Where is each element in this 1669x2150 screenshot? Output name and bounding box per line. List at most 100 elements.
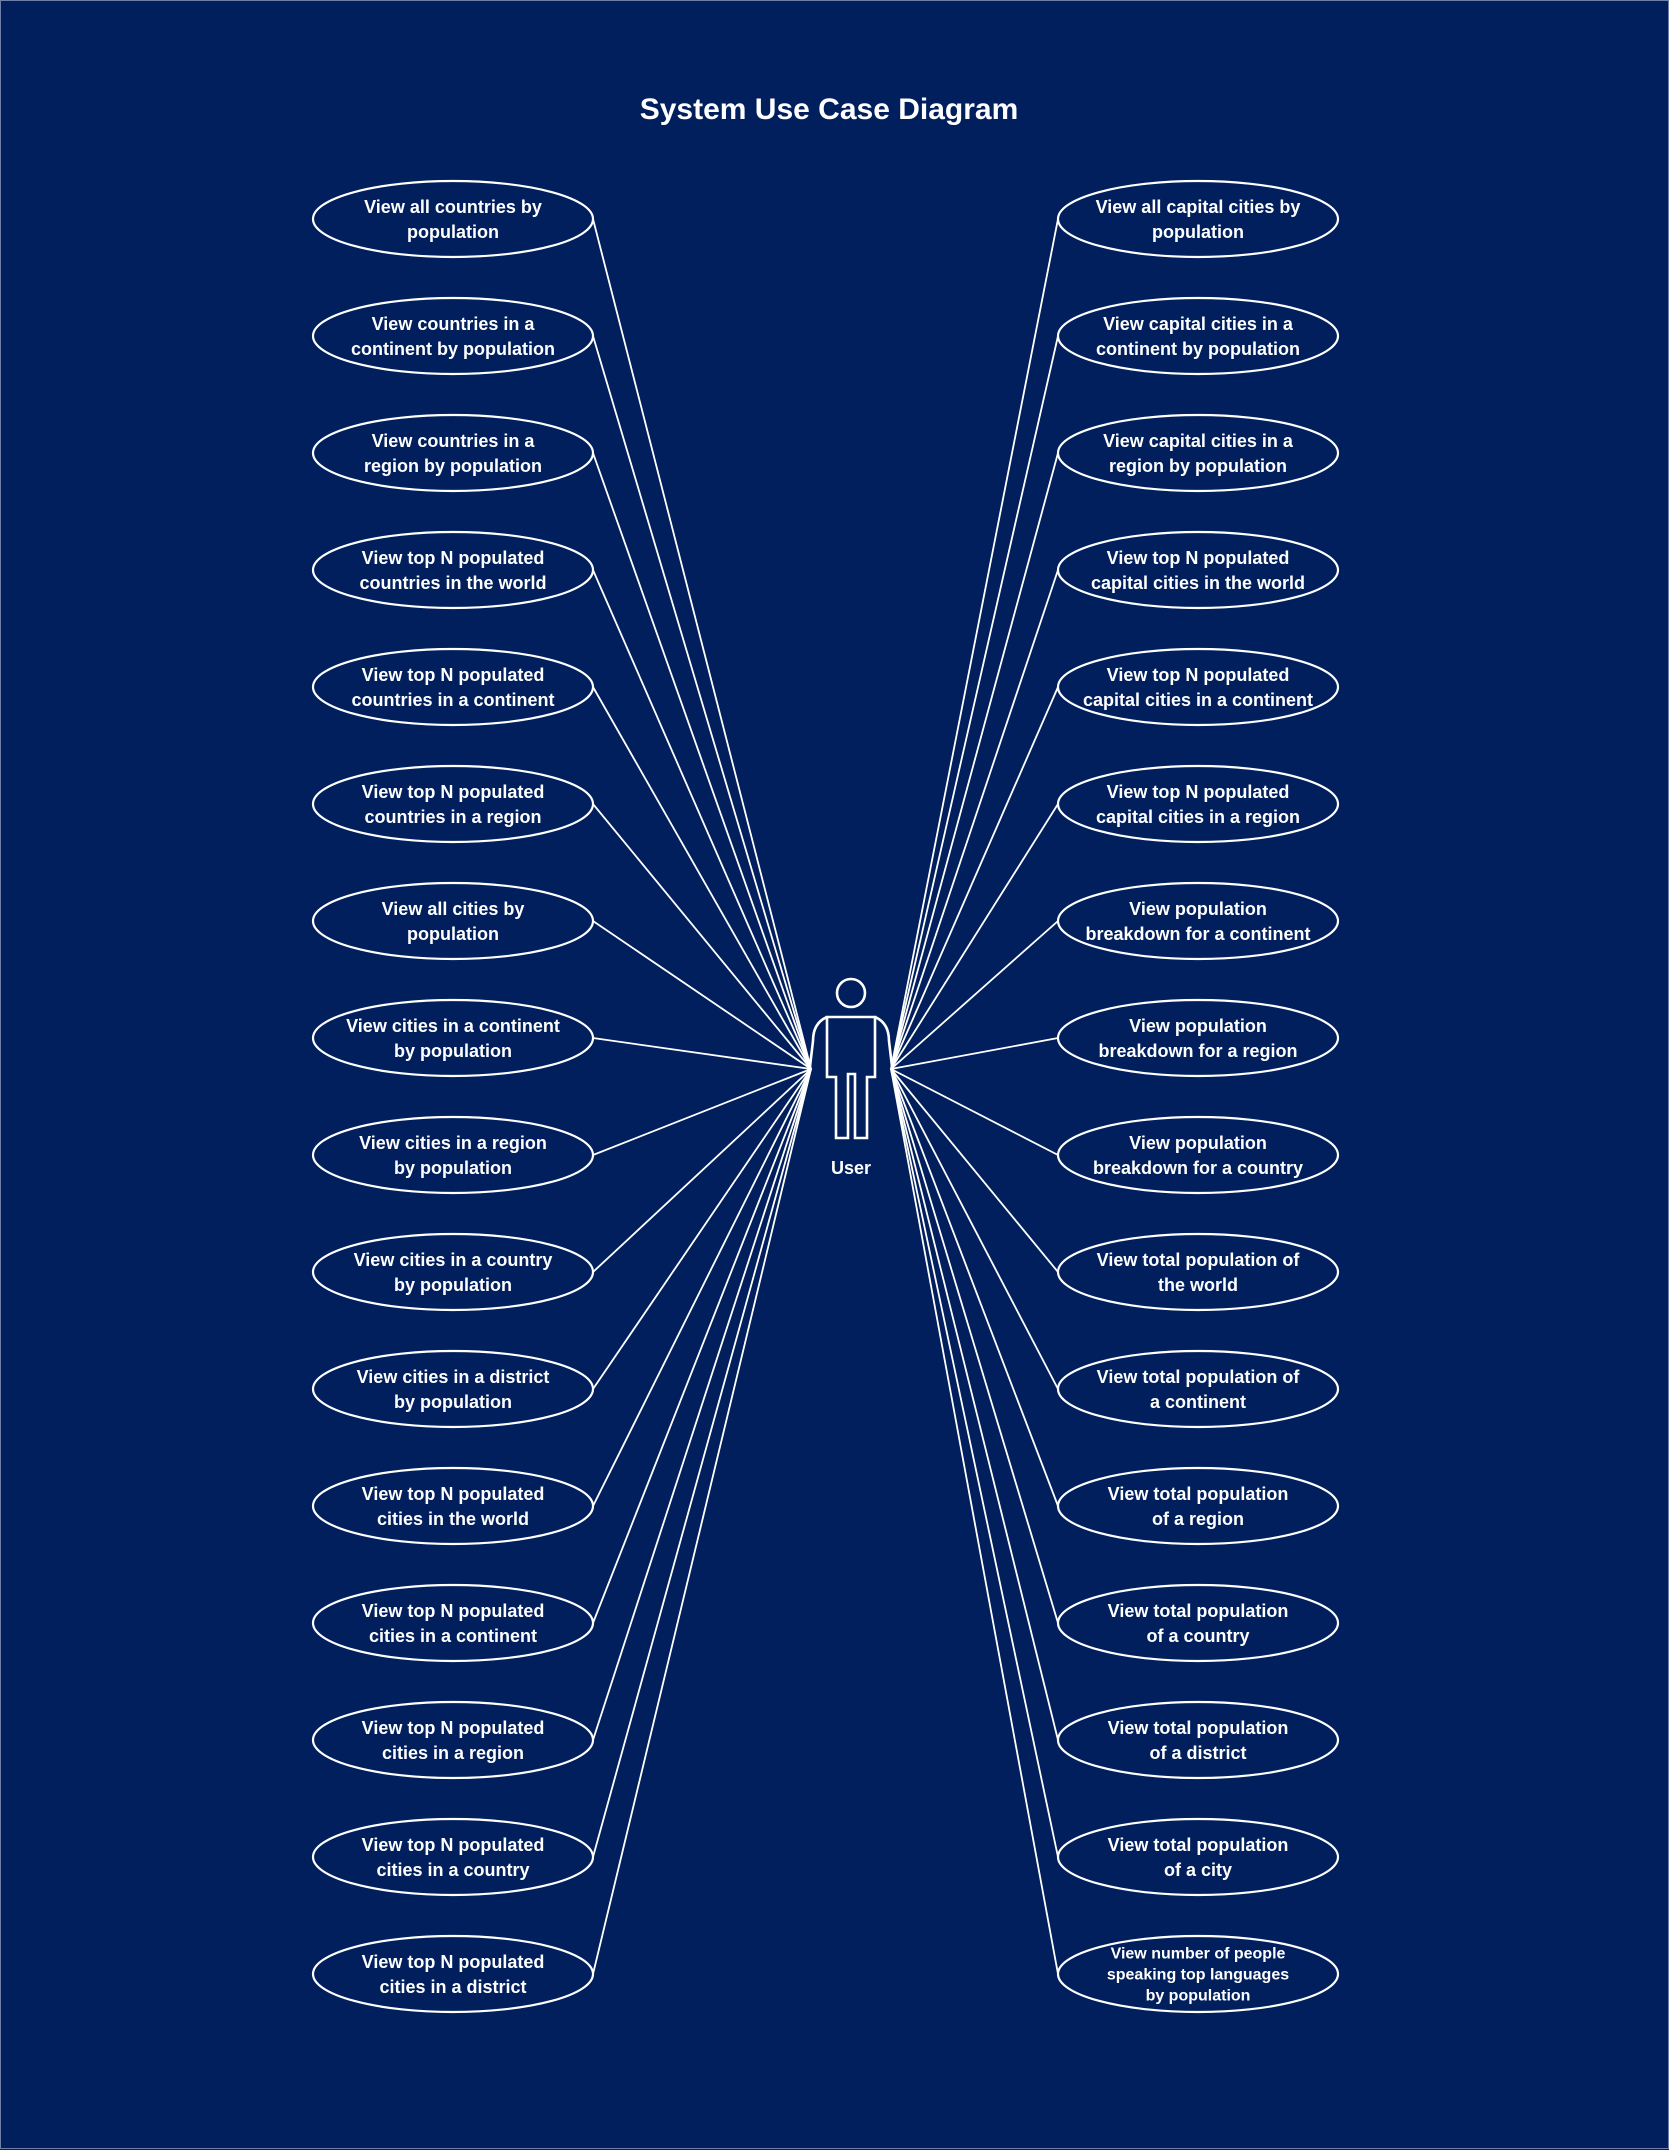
use-case-left-5[interactable]: View top N populated countries in a conti… [311, 647, 595, 727]
use-case-right-3[interactable]: View capital cities in a region by popula… [1056, 413, 1340, 493]
use-case-right-6[interactable]: View top N populated capital cities in a … [1056, 764, 1340, 844]
use-case-label: of a region [1152, 1509, 1244, 1529]
use-case-ellipse [311, 1583, 595, 1663]
use-case-left-8[interactable]: View cities in a continent by population [311, 998, 595, 1078]
use-case-left-3[interactable]: View countries in a region by population [311, 413, 595, 493]
use-case-left-6[interactable]: View top N populated countries in a regio… [311, 764, 595, 844]
association-line-left-14 [592, 1068, 812, 1741]
association-line-right-1 [890, 218, 1059, 1070]
use-case-left-9[interactable]: View cities in a region by population [311, 1115, 595, 1195]
association-line-left-4 [592, 569, 812, 1070]
use-case-right-14[interactable]: View total population of a district [1056, 1700, 1340, 1780]
use-case-label: View total population [1108, 1484, 1289, 1504]
use-case-left-13[interactable]: View top N populated cities in a continen… [311, 1583, 595, 1663]
use-case-left-1[interactable]: View all countries by population [311, 179, 595, 259]
use-case-label: View top N populated [1107, 782, 1290, 802]
use-case-ellipse [1056, 1817, 1340, 1897]
use-case-right-9[interactable]: View population breakdown for a country [1056, 1115, 1340, 1195]
association-line-right-8 [890, 1037, 1059, 1070]
use-case-ellipse [1056, 998, 1340, 1078]
use-case-ellipse [311, 764, 595, 844]
use-case-ellipse [311, 998, 595, 1078]
association-line-left-6 [592, 803, 812, 1070]
use-case-ellipse [311, 1349, 595, 1429]
use-case-ellipse [311, 647, 595, 727]
use-case-label: View cities in a continent [346, 1016, 560, 1036]
use-case-left-16[interactable]: View top N populated cities in a district [311, 1934, 595, 2014]
use-case-right-2[interactable]: View capital cities in a continent by pop… [1056, 296, 1340, 376]
use-case-left-15[interactable]: View top N populated cities in a country [311, 1817, 595, 1897]
association-line-right-16 [890, 1068, 1059, 1975]
use-case-label: population [407, 924, 499, 944]
use-case-label: by population [394, 1158, 512, 1178]
use-case-ellipse [311, 413, 595, 493]
use-case-label: countries in the world [359, 573, 546, 593]
association-line-right-3 [890, 452, 1059, 1070]
association-line-right-7 [890, 920, 1059, 1070]
use-case-ellipse [1056, 296, 1340, 376]
use-case-right-5[interactable]: View top N populated capital cities in a … [1056, 647, 1340, 727]
use-case-label: continent by population [351, 339, 555, 359]
use-case-left-14[interactable]: View top N populated cities in a region [311, 1700, 595, 1780]
use-case-label: by population [394, 1392, 512, 1412]
use-case-left-7[interactable]: View all cities by population [311, 881, 595, 961]
use-case-label: View total population [1108, 1835, 1289, 1855]
use-case-label: View top N populated [1107, 665, 1290, 685]
use-case-ellipse [1056, 881, 1340, 961]
association-line-left-9 [592, 1068, 812, 1156]
use-case-ellipse [1056, 413, 1340, 493]
use-case-label: View top N populated [362, 782, 545, 802]
use-case-label: population [1152, 222, 1244, 242]
use-case-ellipse [311, 1817, 595, 1897]
use-case-label: View all cities by [382, 899, 525, 919]
use-case-right-7[interactable]: View population breakdown for a continent [1056, 881, 1340, 961]
use-case-left-12[interactable]: View top N populated cities in the world [311, 1466, 595, 1546]
use-case-label: breakdown for a continent [1085, 924, 1310, 944]
use-case-ellipse [311, 881, 595, 961]
association-line-left-13 [592, 1068, 812, 1624]
use-case-label: of a country [1146, 1626, 1249, 1646]
use-case-label: cities in a country [376, 1860, 529, 1880]
use-case-left-4[interactable]: View top N populated countries in the wor… [311, 530, 595, 610]
use-case-ellipse [1056, 764, 1340, 844]
association-line-right-11 [890, 1068, 1059, 1390]
association-line-right-9 [890, 1068, 1059, 1156]
use-case-right-8[interactable]: View population breakdown for a region [1056, 998, 1340, 1078]
use-case-right-16[interactable]: View number of people speaking top langua… [1056, 1934, 1340, 2014]
use-case-label: cities in a district [379, 1977, 526, 1997]
use-case-ellipse [311, 1466, 595, 1546]
use-case-right-10[interactable]: View total population of the world [1056, 1232, 1340, 1312]
use-case-left-10[interactable]: View cities in a country by population [311, 1232, 595, 1312]
use-case-right-4[interactable]: View top N populated capital cities in th… [1056, 530, 1340, 610]
use-case-label: capital cities in a continent [1083, 690, 1313, 710]
use-case-label: a continent [1150, 1392, 1246, 1412]
actor-user[interactable]: User [807, 977, 895, 1178]
use-case-left-11[interactable]: View cities in a district by population [311, 1349, 595, 1429]
use-case-right-1[interactable]: View all capital cities by population [1056, 179, 1340, 259]
use-case-label: cities in a continent [369, 1626, 537, 1646]
use-case-label: View top N populated [1107, 548, 1290, 568]
association-line-left-16 [592, 1068, 812, 1975]
use-case-label: View top N populated [362, 1952, 545, 1972]
use-case-label: countries in a continent [351, 690, 554, 710]
use-case-right-15[interactable]: View total population of a city [1056, 1817, 1340, 1897]
use-case-ellipse [311, 1232, 595, 1312]
use-case-label: View top N populated [362, 1601, 545, 1621]
use-case-label: View top N populated [362, 1835, 545, 1855]
association-line-left-10 [592, 1068, 812, 1273]
use-case-right-12[interactable]: View total population of a region [1056, 1466, 1340, 1546]
actor-label: User [831, 1158, 871, 1178]
use-case-right-11[interactable]: View total population of a continent [1056, 1349, 1340, 1429]
use-case-label: region by population [364, 456, 542, 476]
use-case-label: of a district [1149, 1743, 1246, 1763]
use-case-label: View cities in a country [354, 1250, 553, 1270]
use-case-ellipse [311, 296, 595, 376]
association-line-right-12 [890, 1068, 1059, 1507]
use-case-ellipse [311, 1934, 595, 2014]
use-case-right-13[interactable]: View total population of a country [1056, 1583, 1340, 1663]
use-case-label: View cities in a district [357, 1367, 550, 1387]
association-line-left-8 [592, 1037, 812, 1070]
use-case-left-2[interactable]: View countries in a continent by populati… [311, 296, 595, 376]
